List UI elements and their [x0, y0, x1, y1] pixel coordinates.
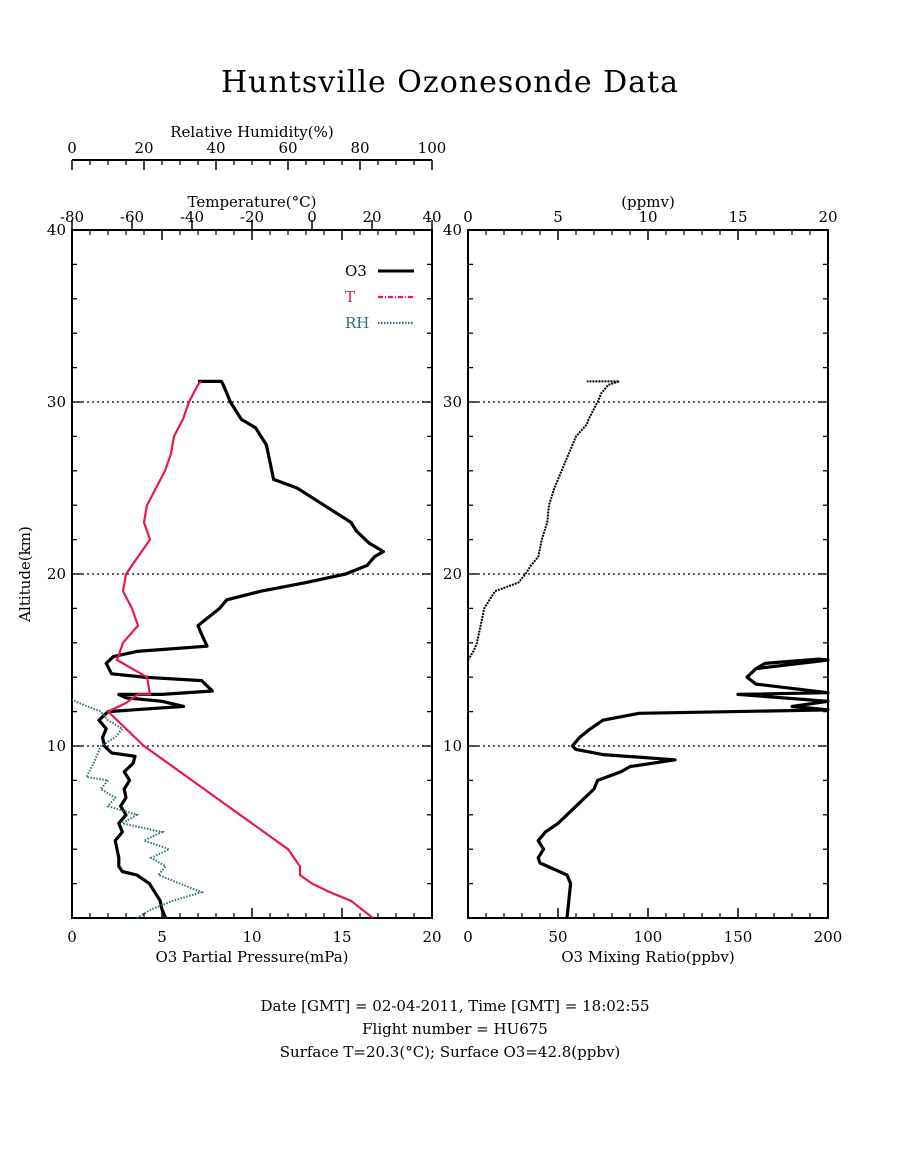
legend: O3 T RH: [345, 262, 414, 332]
rh-axis-tick-label: 100: [418, 139, 447, 157]
ppmv-axis-tick-label: 0: [463, 208, 473, 226]
legend-t-label: T: [345, 288, 355, 306]
right-altitude-axis-tick-label: 20: [443, 565, 462, 583]
footer-date-time: Date [GMT] = 02-04-2011, Time [GMT] = 18…: [260, 997, 649, 1015]
rh-axis-tick-label: 80: [350, 139, 369, 157]
pressure-axis-tick-label: 15: [332, 928, 351, 946]
rh-axis-tick-label: 0: [67, 139, 77, 157]
mixing-ratio-axis-tick-label: 200: [814, 928, 843, 946]
rh-axis-title: Relative Humidity(%): [170, 123, 333, 141]
temperature-axis-tick-label: 40: [422, 208, 441, 226]
pressure-axis-tick-label: 10: [242, 928, 261, 946]
series-t-line: [106, 380, 374, 919]
right-altitude-axis-tick-label: 10: [443, 737, 462, 755]
pressure-axis-tick-label: 20: [422, 928, 441, 946]
mixing-ratio-axis-tick-label: 100: [634, 928, 663, 946]
altitude-axis-tick-label: 40: [47, 221, 66, 239]
temperature-axis-tick-label: -80: [60, 208, 84, 226]
ppmv-axis-tick-label: 20: [818, 208, 837, 226]
temperature-axis-tick-label: -60: [120, 208, 144, 226]
altitude-axis-tick-label: 30: [47, 393, 66, 411]
pressure-axis-title: O3 Partial Pressure(mPa): [155, 948, 348, 966]
series-mixing-ratio-upper-line: [467, 380, 621, 661]
temperature-axis-tick-label: -20: [240, 208, 264, 226]
altitude-axis-tick-label: 10: [47, 737, 66, 755]
right-altitude-axis-tick-label: 40: [443, 221, 462, 239]
page-title: Huntsville Ozonesonde Data: [221, 65, 679, 100]
series-rh-line: [71, 698, 205, 919]
ppmv-axis-tick-label: 5: [553, 208, 563, 226]
right-altitude-axis-tick-label: 30: [443, 393, 462, 411]
pressure-axis-tick-label: 0: [67, 928, 77, 946]
legend-o3-label: O3: [345, 262, 367, 280]
temperature-axis-title: Temperature(°C): [188, 193, 317, 211]
mixing-ratio-axis-tick-label: 50: [548, 928, 567, 946]
legend-rh-label: RH: [345, 314, 369, 332]
rh-axis-tick-label: 20: [134, 139, 153, 157]
ppmv-axis-title: (ppmv): [621, 193, 675, 211]
rh-axis-tick-label: 40: [206, 139, 225, 157]
footer-flight-number: Flight number = HU675: [362, 1020, 548, 1038]
ppmv-axis-tick-label: 15: [728, 208, 747, 226]
series-mixing-ratio-line: [536, 657, 830, 919]
pressure-axis-tick-label: 5: [157, 928, 167, 946]
reference-lines: [72, 401, 828, 747]
mixing-ratio-axis-tick-label: 0: [463, 928, 473, 946]
footer-surface-values: Surface T=20.3(°C); Surface O3=42.8(ppbv…: [280, 1043, 621, 1061]
altitude-axis-title: Altitude(km): [16, 526, 34, 623]
temperature-axis-tick-label: 0: [307, 208, 317, 226]
rh-axis-tick-label: 60: [278, 139, 297, 157]
series-o3-line: [97, 379, 385, 919]
ppmv-axis-tick-label: 10: [638, 208, 657, 226]
altitude-axis-tick-label: 20: [47, 565, 66, 583]
temperature-axis-tick-label: 20: [362, 208, 381, 226]
mixing-ratio-axis-title: O3 Mixing Ratio(ppbv): [561, 948, 734, 966]
temperature-axis-tick-label: -40: [180, 208, 204, 226]
mixing-ratio-axis-tick-label: 150: [724, 928, 753, 946]
data-series: [71, 379, 830, 919]
